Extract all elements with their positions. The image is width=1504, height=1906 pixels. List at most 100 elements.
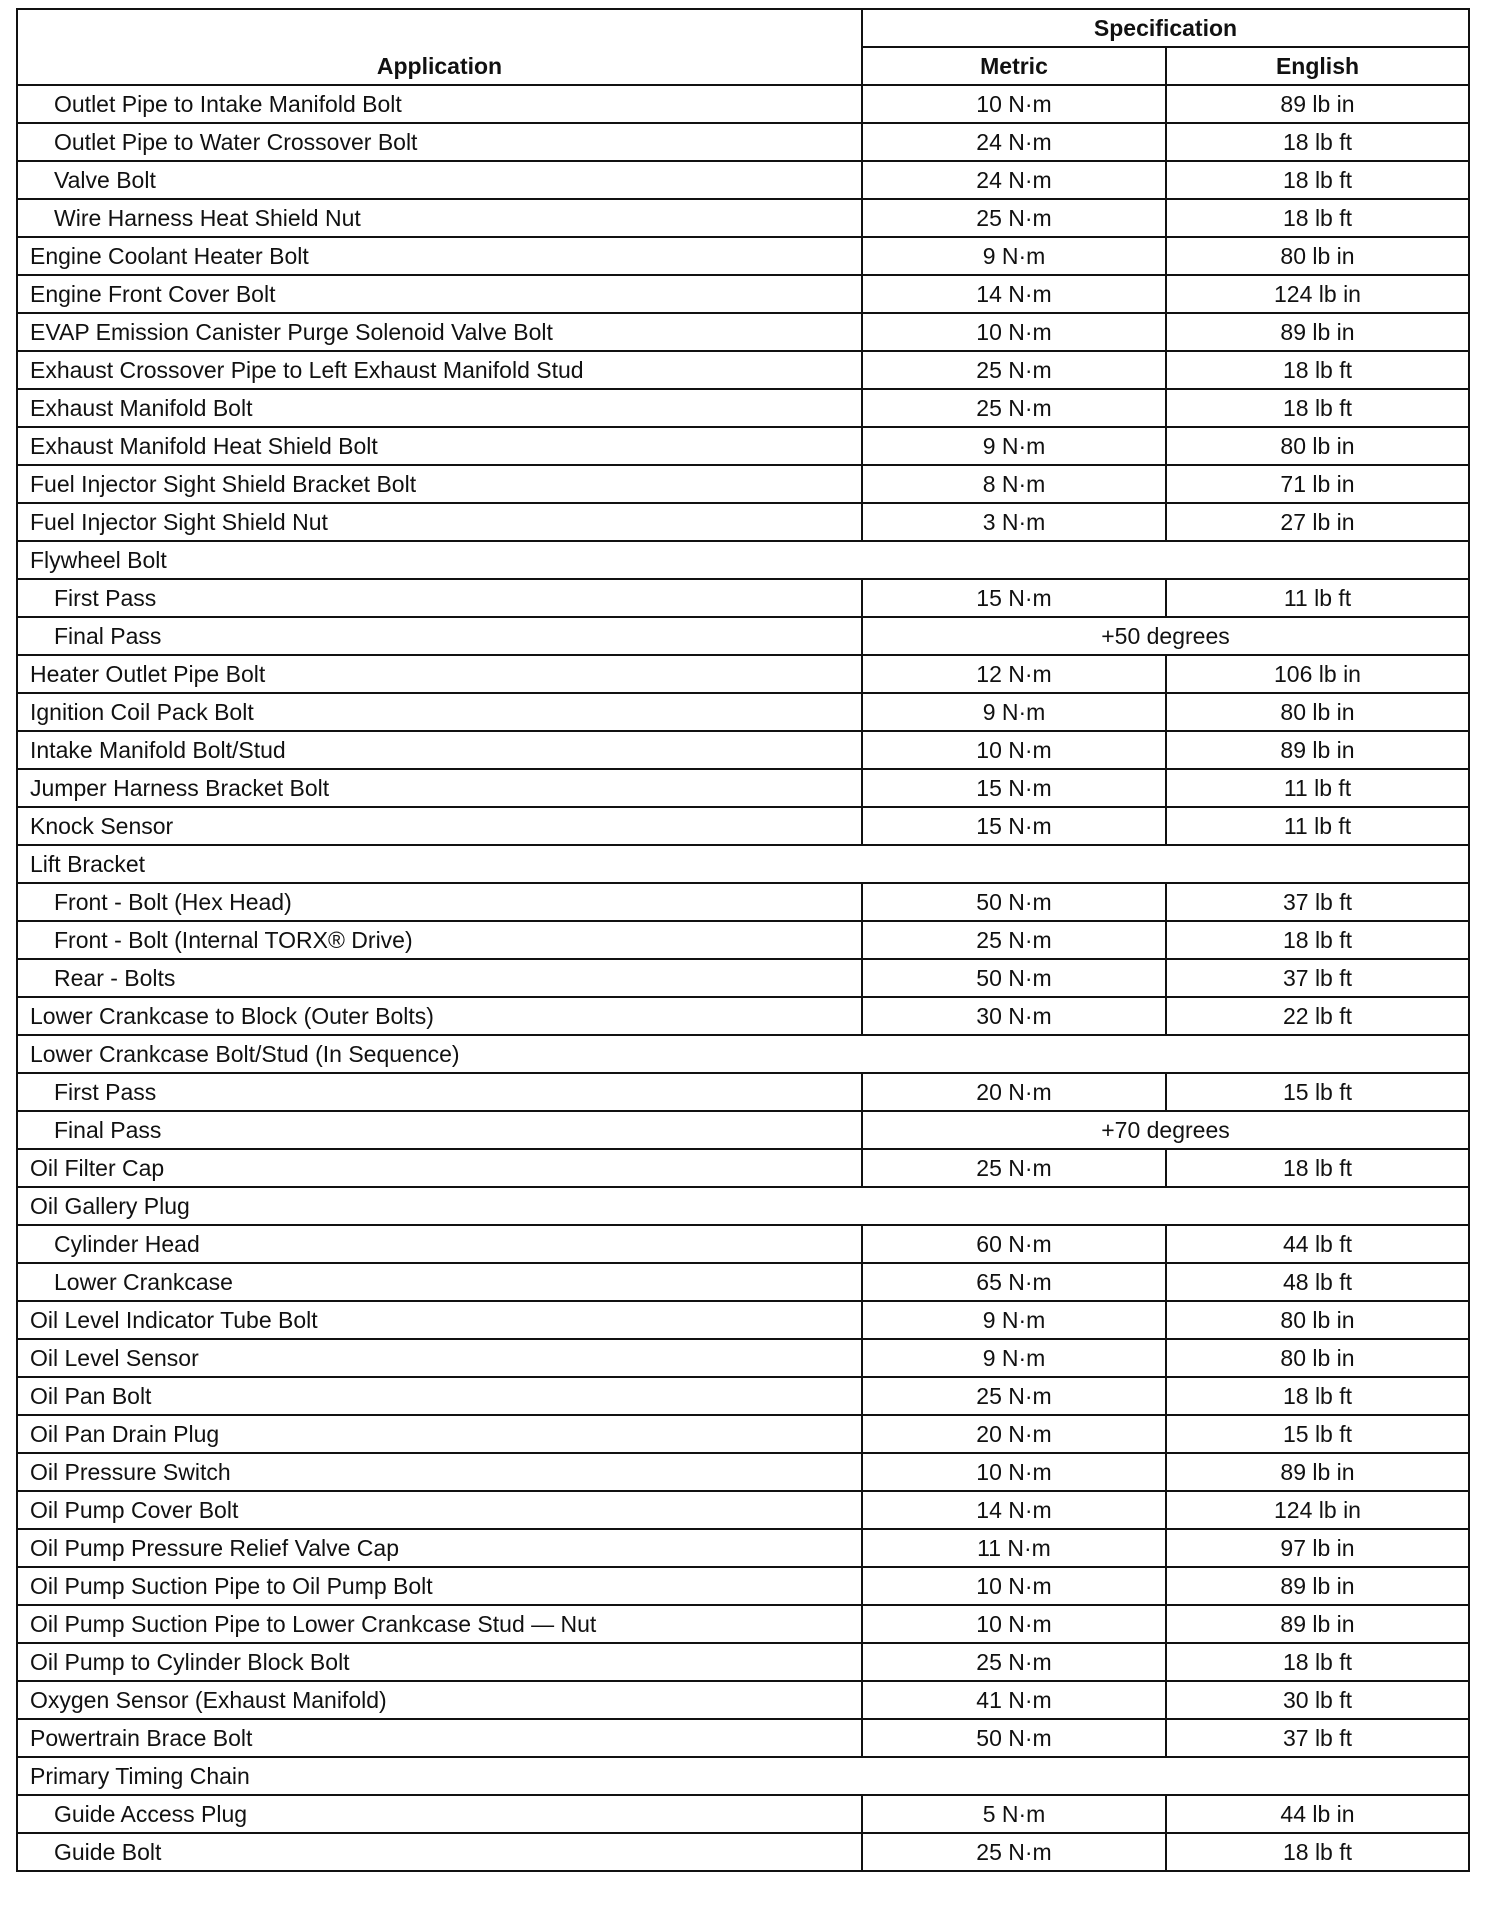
metric-cell: 15 N·m [861, 578, 1167, 618]
metric-cell: 30 N·m [861, 996, 1167, 1036]
table-group-row: Primary Timing Chain [16, 1756, 1470, 1796]
english-cell: 18 lb ft [1165, 350, 1470, 390]
header-metric: Metric [861, 46, 1167, 86]
metric-cell: 11 N·m [861, 1528, 1167, 1568]
table-row: Oxygen Sensor (Exhaust Manifold) 41 N·m 30… [16, 1680, 1470, 1720]
table-row: Oil Pump to Cylinder Block Bolt 25 N·m 18 … [16, 1642, 1470, 1682]
application-cell: Oxygen Sensor (Exhaust Manifold) [16, 1680, 863, 1720]
metric-cell: 10 N·m [861, 1452, 1167, 1492]
metric-cell: 15 N·m [861, 806, 1167, 846]
angle-spec-cell: +50 degrees [861, 616, 1470, 656]
application-cell: Lower Crankcase Bolt/Stud (In Sequence) [16, 1034, 1470, 1074]
english-cell: 89 lb in [1165, 730, 1470, 770]
metric-cell: 9 N·m [861, 1338, 1167, 1378]
table-row: Exhaust Manifold Heat Shield Bolt 9 N·m 80… [16, 426, 1470, 466]
english-cell: 18 lb ft [1165, 198, 1470, 238]
table-row: Engine Front Cover Bolt 14 N·m 124 lb in [16, 274, 1470, 314]
table-row: Engine Coolant Heater Bolt 9 N·m 80 lb in [16, 236, 1470, 276]
application-cell: First Pass [16, 578, 863, 618]
table-row: Heater Outlet Pipe Bolt 12 N·m 106 lb in [16, 654, 1470, 694]
english-cell: 37 lb ft [1165, 882, 1470, 922]
table-row: Oil Pump Suction Pipe to Lower Crankcase… [16, 1604, 1470, 1644]
table-row: Ignition Coil Pack Bolt 9 N·m 80 lb in [16, 692, 1470, 732]
table-row: Intake Manifold Bolt/Stud 10 N·m 89 lb in [16, 730, 1470, 770]
english-cell: 89 lb in [1165, 312, 1470, 352]
table-row: Oil Filter Cap 25 N·m 18 lb ft [16, 1148, 1470, 1188]
table-row: Final Pass +50 degrees [16, 616, 1470, 656]
metric-cell: 25 N·m [861, 198, 1167, 238]
metric-cell: 10 N·m [861, 1604, 1167, 1644]
application-cell: Guide Access Plug [16, 1794, 863, 1834]
header-application: Application [16, 8, 863, 86]
application-cell: Oil Pressure Switch [16, 1452, 863, 1492]
english-cell: 80 lb in [1165, 692, 1470, 732]
application-cell: Oil Level Sensor [16, 1338, 863, 1378]
table-row: Wire Harness Heat Shield Nut 25 N·m 18 lb … [16, 198, 1470, 238]
metric-cell: 10 N·m [861, 84, 1167, 124]
application-cell: EVAP Emission Canister Purge Solenoid Va… [16, 312, 863, 352]
table-row: Rear - Bolts 50 N·m 37 lb ft [16, 958, 1470, 998]
header-english: English [1165, 46, 1470, 86]
english-cell: 44 lb ft [1165, 1224, 1470, 1264]
metric-cell: 8 N·m [861, 464, 1167, 504]
table-row: Jumper Harness Bracket Bolt 15 N·m 11 lb f… [16, 768, 1470, 808]
table-row: Powertrain Brace Bolt 50 N·m 37 lb ft [16, 1718, 1470, 1758]
metric-cell: 25 N·m [861, 388, 1167, 428]
table-row: Lower Crankcase 65 N·m 48 lb ft [16, 1262, 1470, 1302]
application-cell: Oil Filter Cap [16, 1148, 863, 1188]
english-cell: 18 lb ft [1165, 160, 1470, 200]
application-cell: Knock Sensor [16, 806, 863, 846]
english-cell: 18 lb ft [1165, 920, 1470, 960]
metric-cell: 14 N·m [861, 1490, 1167, 1530]
application-cell: Guide Bolt [16, 1832, 863, 1872]
table-row: First Pass 20 N·m 15 lb ft [16, 1072, 1470, 1112]
english-cell: 18 lb ft [1165, 1376, 1470, 1416]
english-cell: 89 lb in [1165, 84, 1470, 124]
application-cell: Lower Crankcase to Block (Outer Bolts) [16, 996, 863, 1036]
metric-cell: 20 N·m [861, 1072, 1167, 1112]
application-cell: Heater Outlet Pipe Bolt [16, 654, 863, 694]
metric-cell: 50 N·m [861, 1718, 1167, 1758]
application-cell: Lift Bracket [16, 844, 1470, 884]
table-row: Valve Bolt 24 N·m 18 lb ft [16, 160, 1470, 200]
english-cell: 11 lb ft [1165, 806, 1470, 846]
metric-cell: 24 N·m [861, 160, 1167, 200]
table-row: Front - Bolt (Hex Head) 50 N·m 37 lb ft [16, 882, 1470, 922]
english-cell: 124 lb in [1165, 1490, 1470, 1530]
english-cell: 80 lb in [1165, 1338, 1470, 1378]
metric-cell: 25 N·m [861, 1832, 1167, 1872]
table-row: Fuel Injector Sight Shield Bracket Bolt 8… [16, 464, 1470, 504]
english-cell: 80 lb in [1165, 1300, 1470, 1340]
metric-cell: 3 N·m [861, 502, 1167, 542]
metric-cell: 50 N·m [861, 958, 1167, 998]
application-cell: Valve Bolt [16, 160, 863, 200]
metric-cell: 9 N·m [861, 236, 1167, 276]
table-row: Fuel Injector Sight Shield Nut 3 N·m 27 lb… [16, 502, 1470, 542]
english-cell: 15 lb ft [1165, 1072, 1470, 1112]
application-cell: Exhaust Crossover Pipe to Left Exhaust M… [16, 350, 863, 390]
table-row: Exhaust Manifold Bolt 25 N·m 18 lb ft [16, 388, 1470, 428]
application-cell: Engine Coolant Heater Bolt [16, 236, 863, 276]
table-row: Outlet Pipe to Intake Manifold Bolt 10 N·… [16, 84, 1470, 124]
torque-spec-table: Application Specification Metric English… [16, 8, 1470, 1872]
application-cell: Fuel Injector Sight Shield Bracket Bolt [16, 464, 863, 504]
application-cell: Fuel Injector Sight Shield Nut [16, 502, 863, 542]
table-row: First Pass 15 N·m 11 lb ft [16, 578, 1470, 618]
english-cell: 80 lb in [1165, 426, 1470, 466]
table-row: Oil Pump Suction Pipe to Oil Pump Bolt 10… [16, 1566, 1470, 1606]
metric-cell: 9 N·m [861, 426, 1167, 466]
application-cell: Oil Pan Drain Plug [16, 1414, 863, 1454]
metric-cell: 65 N·m [861, 1262, 1167, 1302]
table-group-row: Lower Crankcase Bolt/Stud (In Sequence) [16, 1034, 1470, 1074]
application-cell: First Pass [16, 1072, 863, 1112]
english-cell: 89 lb in [1165, 1566, 1470, 1606]
application-cell: Exhaust Manifold Heat Shield Bolt [16, 426, 863, 466]
metric-cell: 12 N·m [861, 654, 1167, 694]
english-cell: 106 lb in [1165, 654, 1470, 694]
english-cell: 18 lb ft [1165, 1148, 1470, 1188]
application-cell: Oil Gallery Plug [16, 1186, 1470, 1226]
english-cell: 22 lb ft [1165, 996, 1470, 1036]
table-row: Final Pass +70 degrees [16, 1110, 1470, 1150]
header-specification: Specification [861, 8, 1470, 48]
english-cell: 27 lb in [1165, 502, 1470, 542]
